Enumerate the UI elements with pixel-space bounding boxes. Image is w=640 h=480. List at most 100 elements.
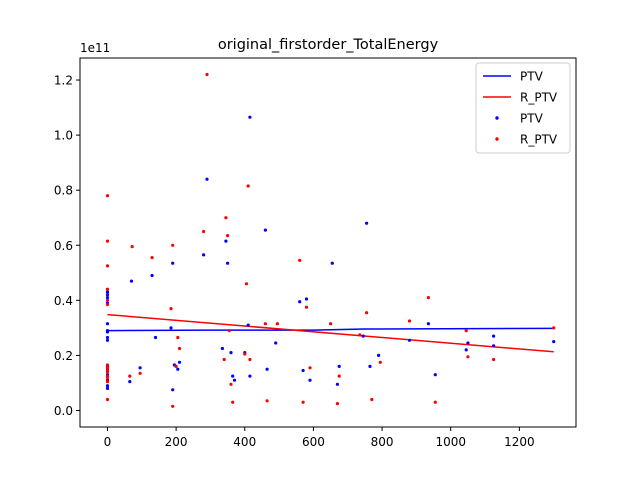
point-r-ptv xyxy=(433,400,437,404)
point-r-ptv xyxy=(105,287,110,291)
point-ptv xyxy=(337,364,341,368)
point-ptv xyxy=(169,326,173,330)
point-r-ptv xyxy=(105,194,110,198)
series-r-ptv xyxy=(105,72,556,408)
point-r-ptv xyxy=(130,245,134,249)
y-tick-label: 1.0 xyxy=(54,129,73,143)
point-ptv xyxy=(105,290,110,294)
point-ptv xyxy=(153,335,158,340)
x-tick-label: 400 xyxy=(233,435,256,449)
point-r-ptv xyxy=(138,371,142,375)
y-tick-label: 0.8 xyxy=(54,184,73,198)
point-r-ptv xyxy=(174,364,178,368)
point-ptv xyxy=(232,378,237,382)
plot-area xyxy=(105,72,556,408)
point-ptv xyxy=(229,351,233,355)
x-axis: 0 200 400 600 800 1000 1200 xyxy=(104,427,535,449)
point-ptv xyxy=(105,330,110,334)
point-r-ptv xyxy=(308,366,312,370)
point-ptv xyxy=(301,368,305,373)
point-ptv xyxy=(368,364,372,368)
point-ptv xyxy=(492,344,496,348)
point-ptv xyxy=(231,374,235,378)
point-r-ptv xyxy=(171,404,175,408)
point-r-ptv xyxy=(337,374,341,378)
chart-title: original_firstorder_TotalEnergy xyxy=(218,37,439,53)
fit-line-ptv xyxy=(107,327,554,332)
point-ptv xyxy=(335,382,339,386)
point-r-ptv xyxy=(552,326,556,330)
point-ptv xyxy=(377,353,381,357)
point-r-ptv xyxy=(426,296,430,300)
point-ptv xyxy=(205,177,209,181)
point-r-ptv xyxy=(329,322,333,326)
point-ptv xyxy=(150,273,154,278)
point-r-ptv xyxy=(358,333,362,337)
legend-dot-swatch xyxy=(495,137,499,141)
fit-line-r-ptv xyxy=(107,313,554,353)
point-ptv xyxy=(202,253,206,257)
y-tick-label: 0.6 xyxy=(54,239,73,253)
point-ptv xyxy=(407,338,412,342)
point-r-ptv xyxy=(105,375,110,379)
legend-label: R_PTV xyxy=(520,91,558,105)
point-ptv xyxy=(105,322,110,326)
point-ptv xyxy=(177,360,182,364)
point-r-ptv xyxy=(407,319,412,323)
point-r-ptv xyxy=(466,355,470,359)
y-axis-offset-label: 1e11 xyxy=(80,41,110,55)
point-r-ptv xyxy=(229,382,233,386)
point-r-ptv xyxy=(105,380,110,384)
point-ptv xyxy=(248,115,252,119)
point-r-ptv xyxy=(224,216,228,220)
point-ptv xyxy=(171,261,175,265)
legend-dot-swatch xyxy=(495,116,499,120)
point-r-ptv xyxy=(243,352,247,356)
point-ptv xyxy=(224,239,228,243)
point-ptv xyxy=(171,388,175,392)
point-ptv xyxy=(298,300,302,304)
point-r-ptv xyxy=(150,256,154,260)
point-r-ptv xyxy=(370,397,374,402)
plot-marks xyxy=(105,72,556,408)
point-ptv xyxy=(433,373,437,377)
point-r-ptv xyxy=(301,400,305,404)
point-r-ptv xyxy=(222,357,226,362)
point-ptv xyxy=(552,340,556,344)
point-ptv xyxy=(426,322,430,326)
point-ptv xyxy=(466,341,470,345)
y-axis: 0.0 0.2 0.4 0.6 0.8 1.0 1.2 xyxy=(54,74,80,418)
y-tick-label: 0.2 xyxy=(54,349,73,363)
point-r-ptv xyxy=(265,399,269,403)
point-r-ptv xyxy=(231,400,235,404)
point-ptv xyxy=(308,378,312,382)
point-ptv xyxy=(105,293,110,297)
point-r-ptv xyxy=(205,72,209,77)
point-ptv xyxy=(274,341,278,345)
point-r-ptv xyxy=(105,363,110,367)
point-r-ptv xyxy=(263,322,267,326)
point-ptv xyxy=(220,346,224,351)
point-r-ptv xyxy=(202,229,206,234)
point-r-ptv xyxy=(226,234,230,238)
point-ptv xyxy=(105,384,110,388)
point-r-ptv xyxy=(105,370,110,374)
point-ptv xyxy=(105,338,110,342)
point-ptv xyxy=(129,279,134,283)
x-tick-label: 0 xyxy=(104,435,112,449)
point-r-ptv xyxy=(246,184,250,188)
point-r-ptv xyxy=(378,360,382,364)
point-r-ptv xyxy=(128,374,132,378)
legend-label: PTV xyxy=(520,70,544,84)
point-ptv xyxy=(492,334,496,338)
legend: PTV R_PTV PTV R_PTV xyxy=(475,62,571,154)
point-r-ptv xyxy=(227,329,231,333)
y-tick-label: 0.0 xyxy=(54,404,73,418)
legend-label: R_PTV xyxy=(520,133,558,147)
legend-box xyxy=(475,62,571,154)
point-r-ptv xyxy=(105,264,110,268)
point-ptv xyxy=(265,367,269,371)
y-tick-label: 0.4 xyxy=(54,294,73,308)
point-ptv xyxy=(304,297,309,301)
